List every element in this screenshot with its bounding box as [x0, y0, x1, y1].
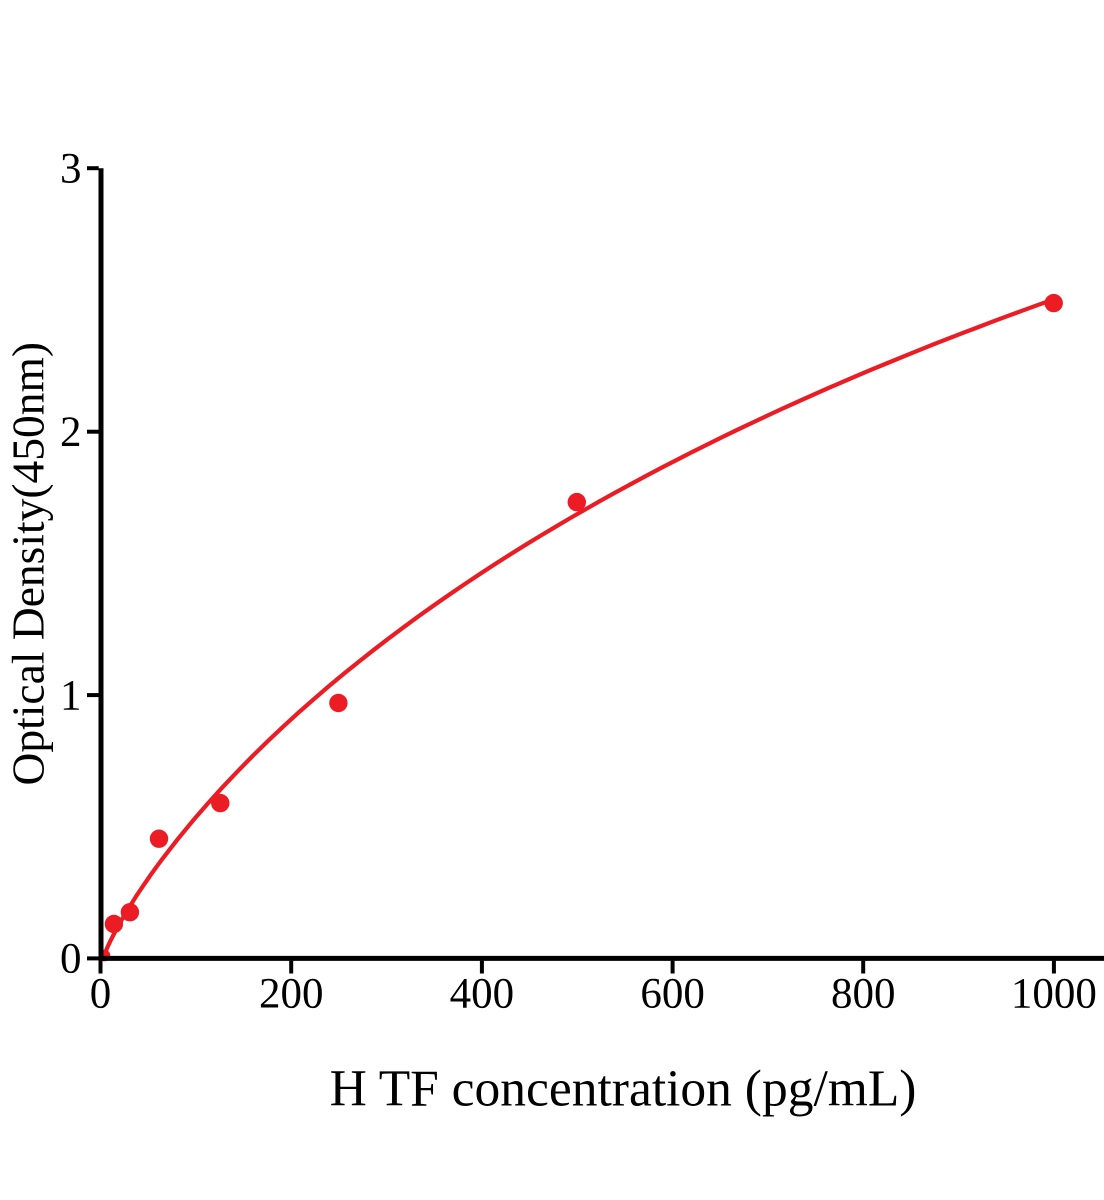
- svg-text:H TF concentration (pg/mL): H TF concentration (pg/mL): [330, 1061, 917, 1118]
- svg-text:1000: 1000: [1011, 971, 1097, 1018]
- svg-text:400: 400: [450, 971, 515, 1018]
- svg-text:0: 0: [90, 971, 112, 1018]
- svg-text:0: 0: [60, 936, 82, 983]
- svg-text:800: 800: [831, 971, 896, 1018]
- svg-text:Optical Density(450nm): Optical Density(450nm): [3, 342, 54, 786]
- svg-text:1: 1: [60, 672, 82, 719]
- svg-text:600: 600: [640, 971, 705, 1018]
- svg-text:3: 3: [60, 146, 82, 193]
- svg-text:200: 200: [259, 971, 324, 1018]
- svg-text:2: 2: [60, 409, 82, 456]
